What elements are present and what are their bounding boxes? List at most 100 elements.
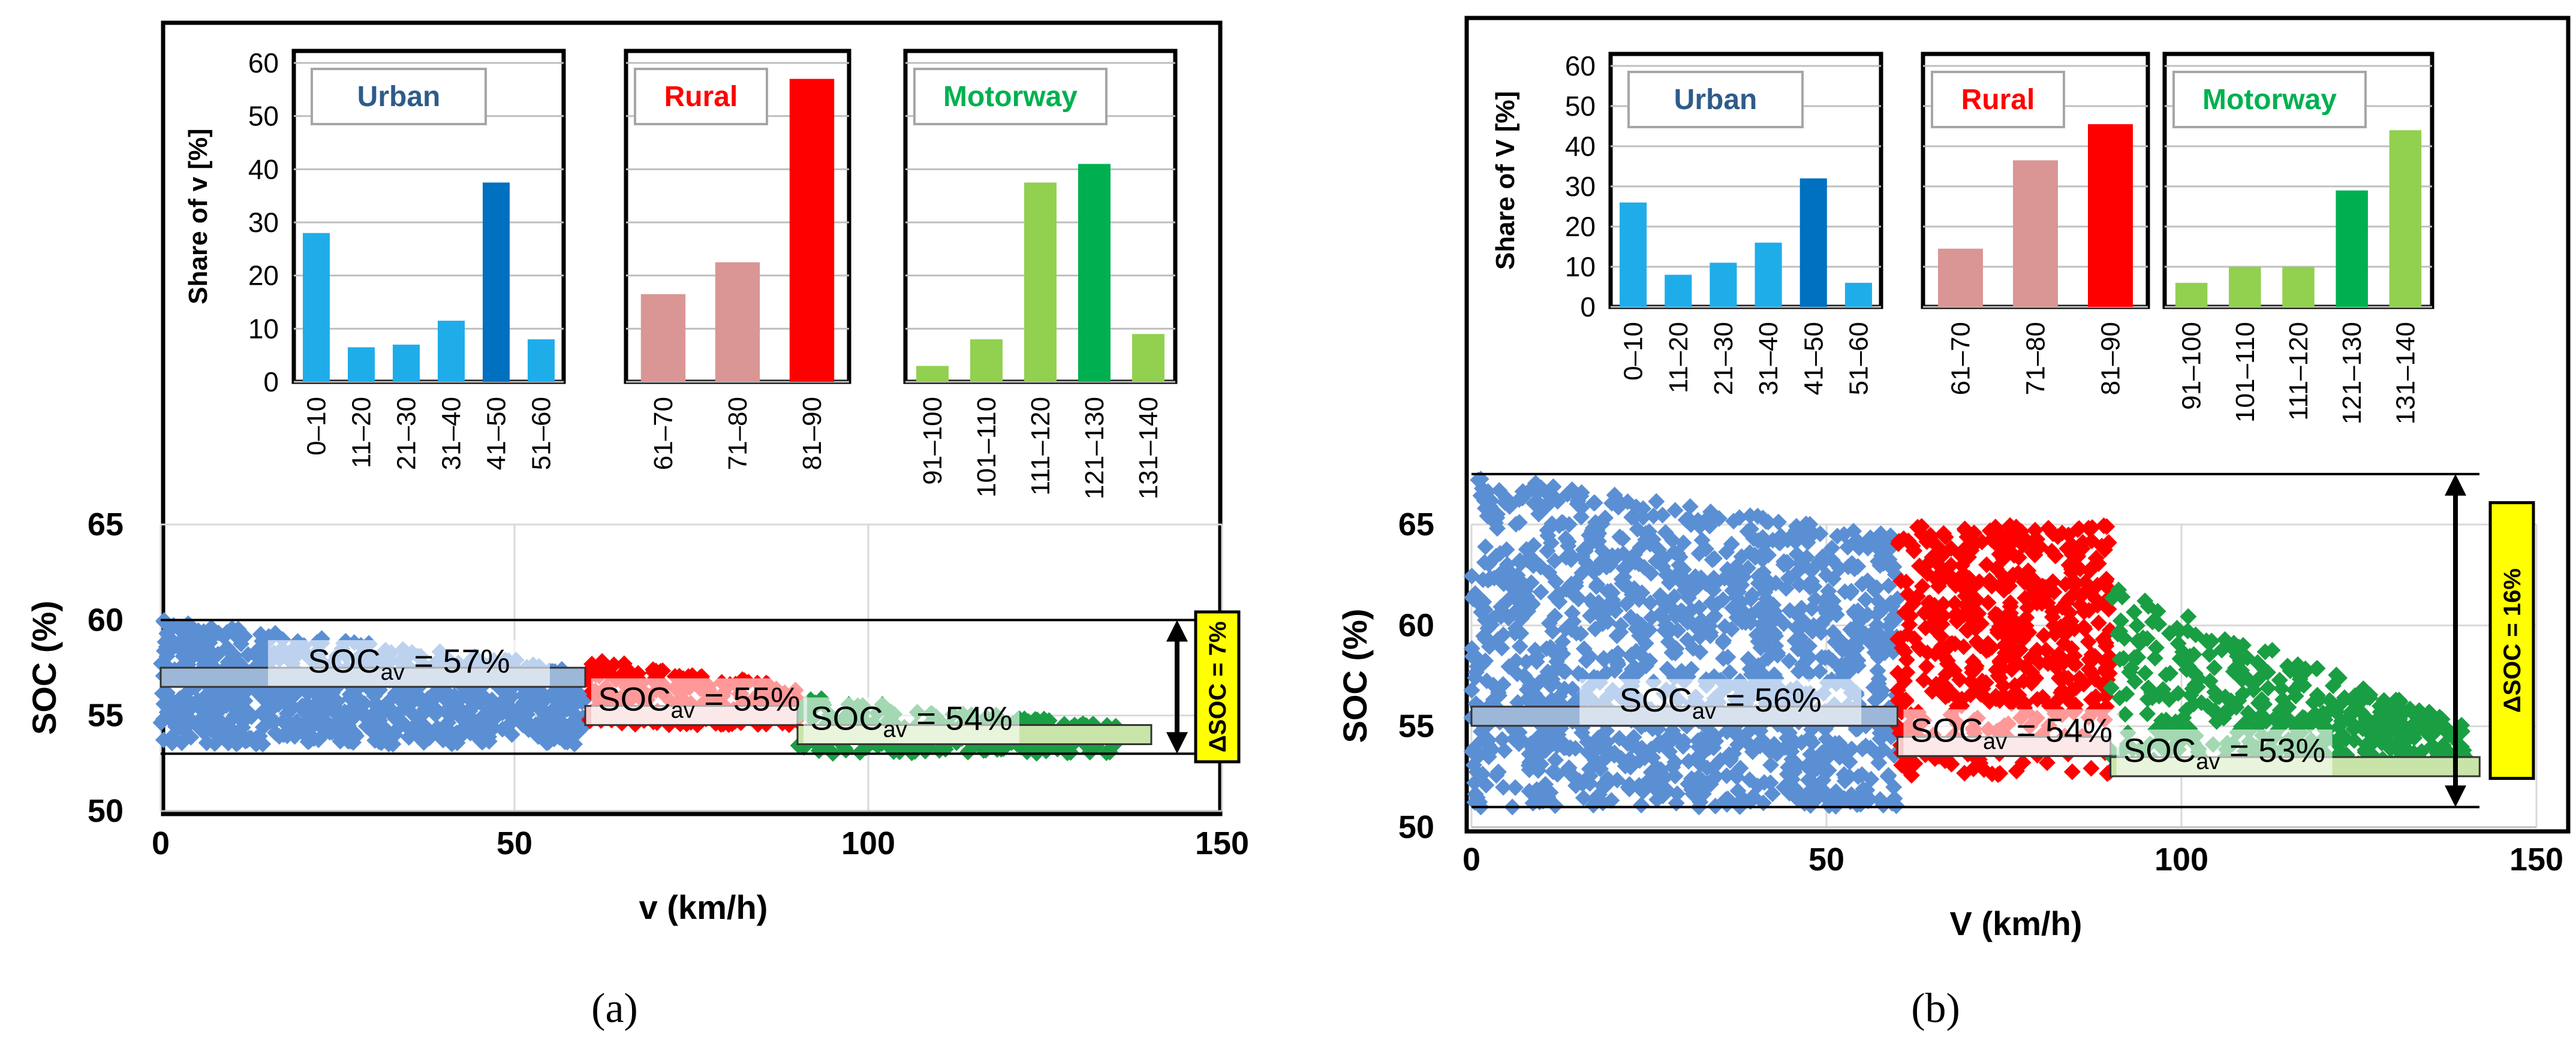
scatter-point bbox=[1811, 525, 1829, 542]
scatter-point bbox=[2063, 763, 2081, 780]
scatter-point bbox=[1717, 791, 1735, 809]
scatter-point bbox=[615, 655, 633, 673]
scatter-point bbox=[1750, 601, 1767, 618]
inset-category-label: 31–40 bbox=[1754, 322, 1783, 395]
scatter-point bbox=[1777, 580, 1795, 597]
scatter-point bbox=[1500, 562, 1517, 579]
inset-y-axis-title: Share of v [%] bbox=[183, 128, 213, 304]
scatter-point bbox=[2083, 759, 2100, 777]
scatter-point bbox=[1590, 532, 1607, 550]
inset-title: Motorway bbox=[2202, 84, 2337, 116]
scatter-point bbox=[2064, 682, 2081, 699]
soc-label-main: SOC bbox=[308, 642, 380, 680]
scatter-point bbox=[1835, 526, 1853, 543]
scatter-point bbox=[1932, 628, 1949, 645]
scatter-point bbox=[1543, 515, 1561, 532]
scatter-point bbox=[1933, 616, 1951, 633]
x-tick-label: 100 bbox=[841, 825, 895, 861]
scatter-point bbox=[1935, 683, 1952, 700]
x-axis-title: v (km/h) bbox=[639, 888, 768, 926]
scatter-point bbox=[1981, 522, 1999, 539]
scatter-point bbox=[2074, 540, 2091, 557]
scatter-point bbox=[1521, 677, 1539, 694]
scatter-point bbox=[1894, 639, 1911, 656]
y-tick-label: 50 bbox=[88, 793, 124, 829]
scatter-point bbox=[342, 732, 360, 750]
scatter-point bbox=[2126, 673, 2144, 691]
scatter-point bbox=[233, 689, 251, 707]
scatter-point bbox=[1479, 483, 1497, 501]
scatter-point bbox=[2238, 649, 2256, 667]
scatter-point bbox=[267, 625, 284, 642]
scatter-point bbox=[1554, 645, 1572, 662]
scatter-point bbox=[2437, 719, 2455, 737]
scatter-point bbox=[2008, 762, 2026, 780]
scatter-point bbox=[1648, 493, 1665, 510]
scatter-point bbox=[1665, 601, 1683, 619]
scatter-point bbox=[1630, 555, 1648, 572]
scatter-point bbox=[1615, 545, 1632, 562]
scatter-point bbox=[570, 712, 587, 730]
scatter-point bbox=[1919, 565, 1936, 583]
scatter-point bbox=[1641, 621, 1658, 638]
scatter-point bbox=[1725, 513, 1743, 530]
inset-y-tick-label: 10 bbox=[248, 313, 279, 344]
scatter-point bbox=[1846, 625, 1863, 642]
inset-bar bbox=[438, 321, 465, 382]
scatter-point bbox=[1852, 611, 1869, 629]
scatter-point bbox=[1935, 524, 1952, 542]
scatter-point bbox=[1477, 776, 1495, 794]
scatter-point bbox=[2080, 520, 2097, 537]
scatter-point bbox=[514, 716, 532, 734]
scatter-point bbox=[1895, 692, 1912, 710]
scatter-point bbox=[1463, 682, 1480, 699]
scatter-point bbox=[2051, 668, 2069, 686]
scatter-point bbox=[1775, 615, 1792, 632]
inset-bar bbox=[393, 344, 420, 382]
soc-average-label: SOCav = 54% bbox=[810, 700, 1012, 743]
soc-label-value: = 53% bbox=[2220, 731, 2325, 769]
scatter-point bbox=[200, 630, 217, 647]
scatter-point bbox=[1629, 520, 1646, 538]
scatter-point bbox=[1594, 752, 1611, 770]
scatter-point bbox=[1837, 769, 1854, 786]
scatter-point bbox=[2201, 646, 2218, 663]
soc-label-value: = 54% bbox=[2007, 711, 2112, 749]
scatter-point bbox=[1603, 495, 1621, 512]
scatter-point bbox=[1734, 613, 1751, 631]
scatter-point bbox=[1494, 731, 1511, 748]
scatter-point bbox=[1826, 634, 1844, 651]
scatter-point bbox=[2185, 695, 2202, 713]
scatter-point bbox=[1614, 530, 1632, 548]
scatter-point bbox=[1849, 558, 1867, 575]
scatter-point bbox=[1532, 583, 1549, 601]
scatter-point bbox=[523, 691, 540, 708]
scatter-point bbox=[1664, 758, 1681, 776]
scatter-point bbox=[1715, 632, 1732, 649]
inset-category-label: 91–100 bbox=[918, 397, 947, 485]
scatter-point bbox=[1933, 547, 1951, 565]
inset-bar bbox=[1665, 275, 1692, 307]
scatter-point bbox=[300, 684, 317, 701]
scatter-point bbox=[1816, 611, 1834, 628]
scatter-point bbox=[1480, 556, 1497, 573]
scatter-point bbox=[2103, 589, 2121, 607]
scatter-point bbox=[2111, 651, 2129, 668]
scatter-point bbox=[1764, 785, 1781, 803]
inset-bar bbox=[2389, 130, 2422, 307]
scatter-point bbox=[565, 691, 582, 709]
scatter-point bbox=[2453, 716, 2470, 734]
inset-bar bbox=[1710, 263, 1737, 307]
inset-group-rural: 61–70 71–80 81–90 Rural bbox=[624, 49, 851, 470]
scatter-point bbox=[1573, 499, 1590, 516]
inset-title-box bbox=[1627, 71, 1804, 128]
scatter-point bbox=[1876, 547, 1894, 565]
delta-arrow-head-top bbox=[1166, 620, 1188, 642]
scatter-point bbox=[2421, 703, 2438, 721]
scatter-point bbox=[396, 696, 413, 713]
scatter-point bbox=[1753, 731, 1771, 749]
scatter-point bbox=[2100, 534, 2117, 551]
scatter-point bbox=[1962, 686, 1979, 704]
scatter-point bbox=[1964, 611, 1981, 628]
scatter-point bbox=[1528, 781, 1545, 798]
